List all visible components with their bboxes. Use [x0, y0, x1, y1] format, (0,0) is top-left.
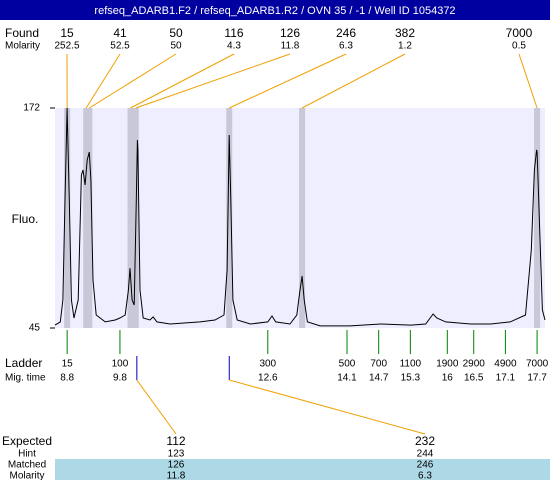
- ladder-size: 1100: [400, 359, 422, 370]
- found-molarity: 1.2: [398, 41, 412, 52]
- found-molarity: 11.8: [281, 41, 300, 52]
- found-molarity: 50: [170, 41, 182, 52]
- found-label: Found: [5, 26, 39, 40]
- peak-band: [299, 108, 306, 328]
- expected-matched: 246: [417, 460, 434, 471]
- found-size: 246: [336, 26, 356, 40]
- ladder-size: 1900: [436, 359, 459, 370]
- ladder-mig-time: 14.7: [369, 373, 389, 384]
- expected-matched: 126: [168, 460, 185, 471]
- found-size: 382: [395, 26, 415, 40]
- ladder-mig-time: 16.5: [464, 373, 484, 384]
- matched-label: Matched: [8, 460, 46, 471]
- found-link: [89, 53, 177, 109]
- y-axis-label: Fluo.: [12, 212, 39, 226]
- ladder-label: Ladder: [5, 356, 42, 370]
- found-molarity: 6.3: [339, 41, 353, 52]
- found-molarity: 4.3: [227, 41, 241, 52]
- ladder-size: 700: [370, 359, 387, 370]
- peak-band: [83, 108, 90, 328]
- expected-size: 232: [415, 434, 435, 448]
- hint-label: Hint: [18, 449, 36, 460]
- found-link: [301, 53, 406, 109]
- expected-link: [136, 379, 177, 435]
- expected-label: Expected: [2, 434, 52, 448]
- found-molarity: 52.5: [110, 41, 130, 52]
- found-link: [135, 53, 291, 109]
- expected-link: [229, 379, 426, 435]
- ladder-size: 500: [339, 359, 356, 370]
- expected-molarity: 11.8: [167, 471, 186, 480]
- ladder-mig-time: 12.6: [258, 373, 278, 384]
- found-size: 7000: [506, 26, 533, 40]
- peak-band: [86, 108, 93, 328]
- expected-size: 112: [166, 434, 185, 448]
- mig-time-label: Mig. time: [5, 373, 46, 384]
- peak-band: [127, 108, 134, 328]
- chart-title: refseq_ADARB1.F2 / refseq_ADARB1.R2 / OV…: [94, 5, 455, 17]
- peak-band: [226, 108, 233, 328]
- molarity-label: Molarity: [9, 471, 44, 480]
- peak-band: [534, 108, 541, 328]
- found-molarity: 252.5: [54, 41, 79, 52]
- expected-hint: 123: [168, 449, 185, 460]
- trace: [54, 107, 546, 327]
- ladder-mig-time: 15.3: [401, 373, 421, 384]
- ladder-size: 100: [112, 359, 129, 370]
- ladder-size: 4900: [494, 359, 517, 370]
- ladder-mig-time: 17.7: [527, 373, 547, 384]
- ladder-mig-time: 16: [442, 373, 454, 384]
- found-size: 116: [224, 26, 243, 40]
- ladder-size: 300: [259, 359, 276, 370]
- y-tick-label: 45: [29, 323, 41, 334]
- ladder-mig-time: 17.1: [496, 373, 516, 384]
- found-link: [518, 53, 538, 109]
- ladder-mig-time: 14.1: [337, 373, 357, 384]
- ladder-size: 7000: [526, 359, 549, 370]
- found-molarity: 0.5: [512, 41, 526, 52]
- found-size: 41: [113, 26, 127, 40]
- header-bar: [0, 0, 550, 20]
- expected-hint: 244: [417, 449, 434, 460]
- ladder-mig-time: 8.8: [60, 373, 74, 384]
- found-link: [85, 53, 121, 109]
- ladder-size: 15: [62, 359, 74, 370]
- found-link: [229, 53, 347, 109]
- found-size: 126: [280, 26, 300, 40]
- y-tick-label: 172: [23, 103, 40, 114]
- ladder-size: 2900: [463, 359, 486, 370]
- found-molarity-label: Molarity: [5, 41, 40, 52]
- found-link: [130, 53, 235, 109]
- ladder-mig-time: 9.8: [113, 373, 127, 384]
- expected-molarity: 6.3: [418, 471, 432, 480]
- found-size: 50: [169, 26, 183, 40]
- peak-band: [64, 108, 71, 328]
- matched-band: [55, 459, 550, 480]
- found-size: 15: [60, 26, 74, 40]
